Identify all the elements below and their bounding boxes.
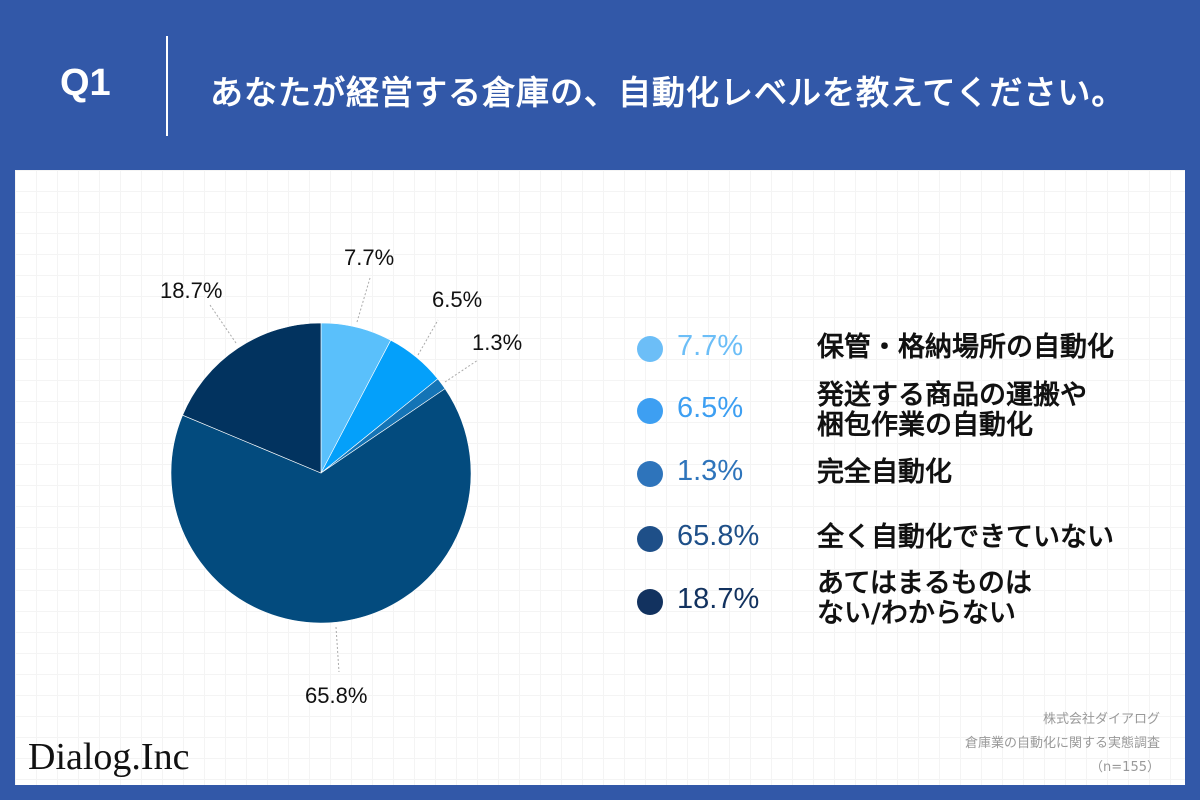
legend-percent: 65.8%	[677, 520, 760, 552]
legend-percent: 1.3%	[677, 455, 744, 487]
slice-label: 7.7%	[344, 245, 395, 270]
leader-line	[335, 626, 340, 673]
legend-label: 完全自動化	[817, 457, 952, 488]
source-survey: 倉庫業の自動化に関する実態調査	[964, 736, 1160, 751]
leader-line	[356, 277, 371, 323]
question-number: Q1	[60, 62, 111, 104]
legend-label: 保管・格納場所の自動化	[817, 332, 1114, 363]
sample-size: （n=155）	[1090, 760, 1160, 775]
header: Q1 あなたが経営する倉庫の、自動化レベルを教えてください。	[0, 0, 1200, 170]
pie-slice	[182, 322, 322, 474]
slice-label: 1.3%	[472, 330, 523, 355]
leader-line	[417, 319, 439, 356]
legend-dot-icon	[637, 589, 663, 615]
source-note: 株式会社ダイアログ 倉庫業の自動化に関する実態調査 （n=155）	[965, 708, 1160, 780]
leader-line	[444, 359, 479, 383]
legend-label: 全く自動化できていない	[817, 522, 1114, 553]
pie-slice	[170, 388, 472, 624]
legend-percent: 7.7%	[677, 330, 744, 362]
slice-label: 6.5%	[432, 287, 483, 312]
legend-dot-icon	[637, 461, 663, 487]
legend-label: 発送する商品の運搬や 梱包作業の自動化	[817, 380, 1087, 441]
leader-line	[209, 304, 237, 344]
legend-item: 6.5% 発送する商品の運搬や 梱包作業の自動化	[635, 381, 1175, 455]
legend-item: 18.7% あてはまるものは ない/わからない	[635, 569, 1175, 648]
legend-item: 7.7% 保管・格納場所の自動化	[635, 330, 1175, 390]
legend-dot-icon	[637, 336, 663, 362]
question-title: あなたが経営する倉庫の、自動化レベルを教えてください。	[210, 73, 1126, 112]
legend-dot-icon	[637, 398, 663, 424]
header-divider	[166, 36, 168, 136]
legend-label: あてはまるものは ない/わからない	[817, 568, 1032, 629]
legend-dot-icon	[637, 526, 663, 552]
legend-item: 1.3% 完全自動化	[635, 455, 1175, 518]
slice-label: 65.8%	[305, 683, 368, 708]
legend-item: 65.8% 全く自動化できていない	[635, 520, 1175, 583]
legend-percent: 6.5%	[677, 392, 744, 424]
company-logo: Dialog.Inc	[28, 736, 190, 778]
legend-percent: 18.7%	[677, 583, 760, 615]
source-company: 株式会社ダイアログ	[1042, 712, 1160, 727]
slice-label: 18.7%	[160, 278, 223, 303]
